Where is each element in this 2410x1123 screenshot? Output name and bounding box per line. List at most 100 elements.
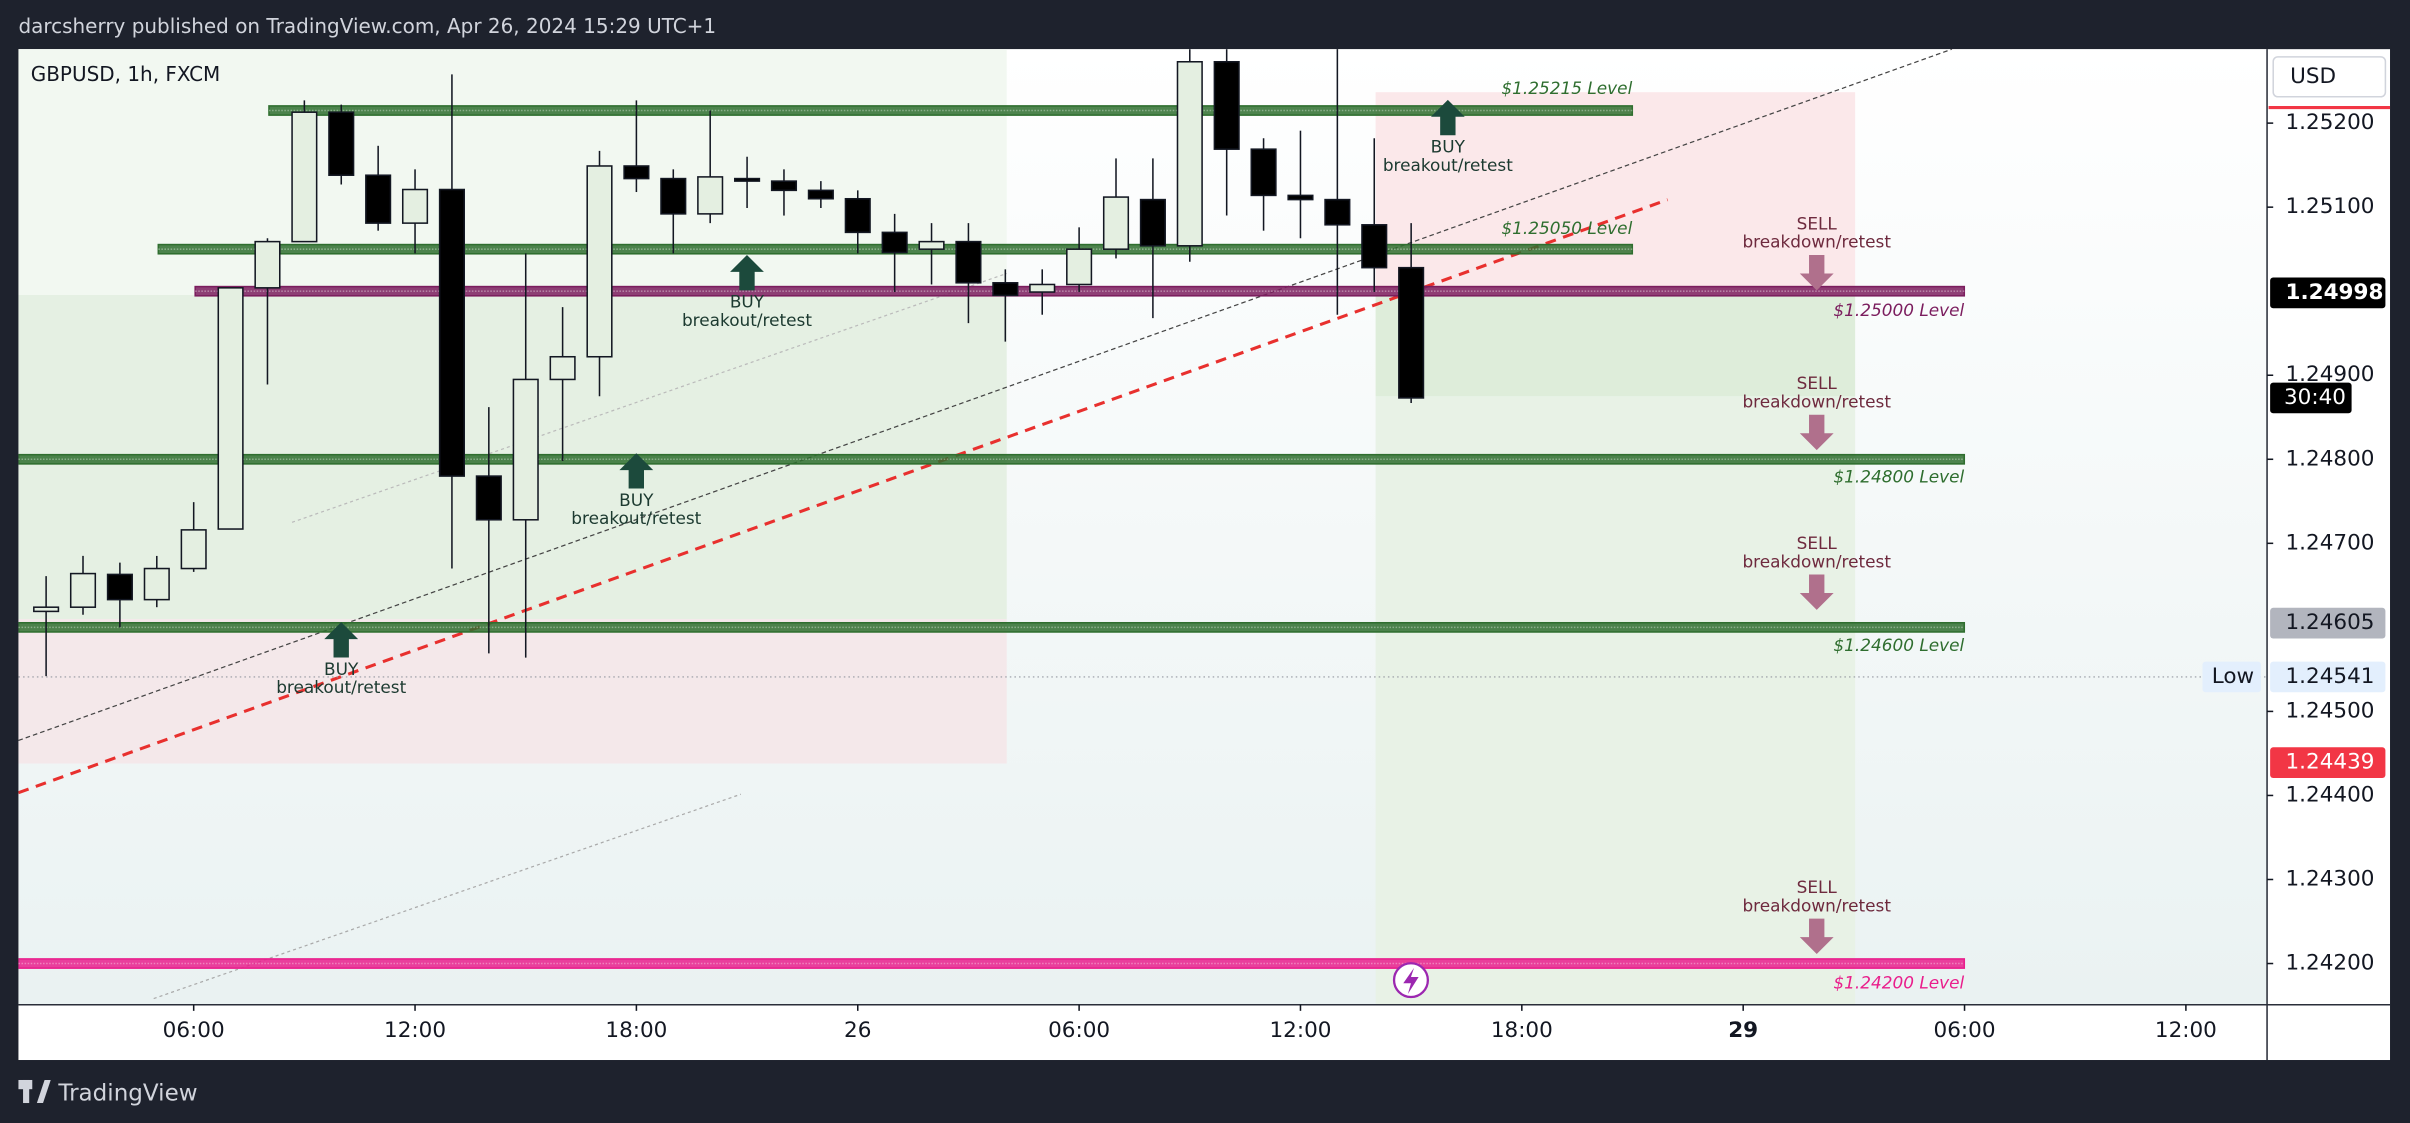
sell-signal: SELL (1797, 877, 1838, 897)
candle-body (438, 188, 465, 477)
candle-body (1066, 248, 1093, 286)
buy-arrow (1430, 99, 1465, 136)
symbol: GBPUSD, 1h, FXCM (31, 62, 221, 86)
currency-button[interactable] (2272, 56, 2387, 98)
currency: USD (2290, 64, 2336, 89)
buy-arrow (730, 255, 764, 291)
trend-line (18, 198, 1669, 795)
level-label: $1.25000 Level (1833, 300, 1964, 320)
price-tag (2270, 747, 2386, 779)
level-line (268, 105, 1634, 116)
candle-body (1213, 60, 1240, 150)
buy-signal: BUY (730, 292, 765, 312)
x-tick-label: 06:00 (163, 1018, 225, 1043)
level-line (18, 453, 1966, 465)
brand: TradingView (57, 1080, 197, 1106)
candle-body (33, 606, 60, 613)
candle-body (992, 282, 1019, 297)
candle-body (365, 174, 392, 224)
sell-arrow (1799, 414, 1834, 451)
logo (36, 1079, 51, 1104)
x-tick-label: 29 (1728, 1018, 1758, 1043)
buy-arrow (619, 453, 654, 489)
sell-signal: SELL (1797, 213, 1838, 233)
zone (18, 619, 1007, 764)
low-label-box (2202, 661, 2261, 693)
candle-body (1139, 198, 1166, 247)
candle-body (512, 378, 539, 521)
low-label: Low (2212, 664, 2254, 689)
countdown: 30:40 (2284, 385, 2346, 410)
x-tick-label: 12:00 (384, 1018, 446, 1043)
x-tick-label: 18:00 (605, 1018, 667, 1043)
candle-body (586, 165, 613, 358)
candle-body (1398, 266, 1425, 399)
sell-text: breakdown/retest (1742, 551, 1891, 571)
zone (1375, 396, 1856, 1005)
channel-line (153, 793, 742, 1000)
buy-text: breakout/retest (1383, 155, 1513, 175)
candle-body (1102, 196, 1130, 250)
candle-body (770, 180, 798, 192)
axes: 1.24200 1.24300 1.24400 1.24500 1.24700 1.248… (163, 110, 2386, 1043)
candle-body (1176, 60, 1203, 247)
sell-signal: SELL (1797, 373, 1838, 393)
x-tick-label: 06:00 (1048, 1018, 1110, 1043)
buy-text: breakout/retest (682, 310, 812, 330)
zone (1375, 294, 1856, 397)
candle-body (1287, 194, 1314, 201)
sell-text: breakdown/retest (1742, 392, 1891, 412)
price-tag (2270, 661, 2386, 693)
x-tick-label: 06:00 (1934, 1018, 1996, 1043)
zone (18, 49, 1007, 295)
buy-signal: BUY (324, 659, 359, 679)
x-tick-label: 26 (844, 1018, 871, 1043)
x-tick-label: 18:00 (1491, 1018, 1553, 1043)
candles (33, 49, 1425, 677)
level-line (18, 621, 1966, 633)
sell-signal: SELL (1797, 533, 1838, 553)
candle-body (1324, 198, 1351, 226)
buy-text: breakout/retest (276, 677, 406, 697)
candle-body (106, 573, 133, 601)
candle-body (1250, 148, 1277, 197)
sell-arrow (1799, 255, 1834, 291)
price-tag-label: 1.24541 (2286, 664, 2375, 689)
price-tag-label: 1.24605 (2286, 610, 2375, 635)
y-tick-label: 1.24700 (2286, 530, 2375, 555)
sell-arrow (1799, 918, 1834, 955)
candle-body (291, 111, 318, 243)
level-label: $1.24800 Level (1833, 467, 1964, 487)
candle-body (660, 177, 687, 215)
candle-body (549, 355, 576, 381)
annotations: BUYbreakout/retestBUYbreakout/retestBUYb… (276, 99, 1891, 955)
y-tick-label: 1.24500 (2286, 698, 2375, 723)
candle-body (217, 287, 244, 530)
candle-body (807, 189, 834, 200)
logo (23, 1079, 30, 1104)
candle-body (1361, 224, 1388, 269)
y-tick-label: 1.24800 (2286, 446, 2375, 471)
candle-body (1029, 283, 1056, 293)
y-tick-label: 1.25200 (2286, 110, 2375, 135)
sell-text: breakdown/retest (1742, 232, 1891, 252)
candle-body (697, 176, 724, 215)
level-line (18, 958, 1966, 969)
x-tick-label: 12:00 (1269, 1018, 1331, 1043)
candle-body (143, 567, 170, 601)
sell-text: breakdown/retest (1742, 895, 1891, 915)
candle-body (955, 240, 982, 284)
y-tick-label: 1.24400 (2286, 782, 2375, 807)
level-label: $1.25215 Level (1501, 78, 1632, 98)
level-label: $1.24600 Level (1833, 635, 1964, 655)
candle-body (623, 165, 650, 180)
x-tick-label: 12:00 (2155, 1018, 2217, 1043)
candle-body (254, 240, 281, 289)
candle-body (401, 188, 429, 224)
candle-body (734, 177, 761, 182)
price-tag-label: 1.24439 (2286, 750, 2375, 775)
buy-text: breakout/retest (571, 508, 701, 528)
candle-body (844, 197, 871, 234)
y-tick-label: 1.24200 (2286, 951, 2375, 976)
